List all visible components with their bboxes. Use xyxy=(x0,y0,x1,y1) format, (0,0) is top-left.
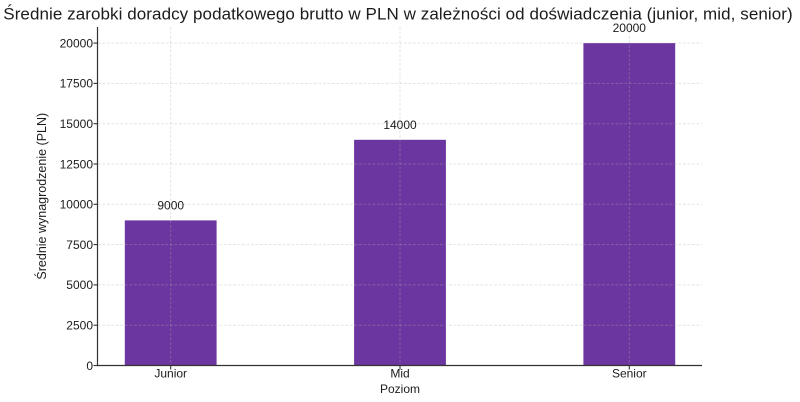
svg-text:17500: 17500 xyxy=(60,77,94,91)
svg-text:7500: 7500 xyxy=(66,238,93,252)
svg-text:Poziom: Poziom xyxy=(380,382,420,396)
svg-text:12500: 12500 xyxy=(60,157,94,171)
svg-text:Junior: Junior xyxy=(154,367,187,381)
svg-text:Mid: Mid xyxy=(390,367,409,381)
svg-text:14000: 14000 xyxy=(383,118,417,132)
svg-text:2500: 2500 xyxy=(66,319,93,333)
svg-text:10000: 10000 xyxy=(60,198,94,212)
svg-text:Senior: Senior xyxy=(612,367,647,381)
svg-text:0: 0 xyxy=(86,359,93,373)
svg-text:9000: 9000 xyxy=(157,198,184,212)
svg-text:Średnie zarobki doradcy podatk: Średnie zarobki doradcy podatkowego brut… xyxy=(3,5,792,24)
svg-text:Średnie wynagrodzenie (PLN): Średnie wynagrodzenie (PLN) xyxy=(34,113,49,280)
svg-text:15000: 15000 xyxy=(60,117,94,131)
svg-text:20000: 20000 xyxy=(60,36,94,50)
svg-text:20000: 20000 xyxy=(613,21,647,35)
svg-text:5000: 5000 xyxy=(66,278,93,292)
